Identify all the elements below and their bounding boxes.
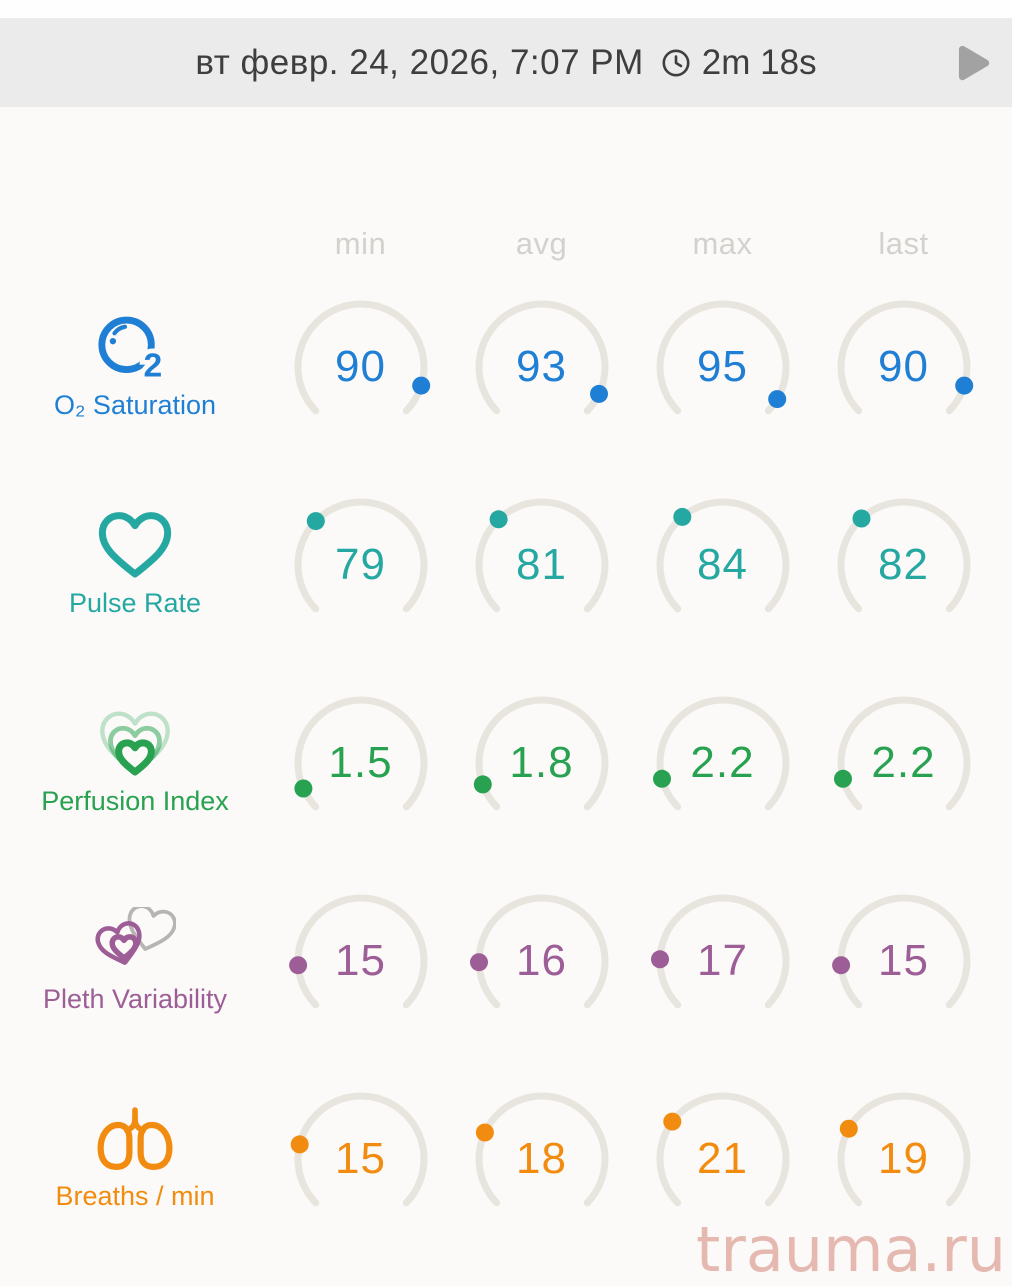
pulse-max-value: 84 — [697, 540, 748, 589]
breaths-min-gauge: 15 — [286, 1084, 436, 1234]
o2-avg-gauge: 93 — [467, 292, 617, 442]
col-header-last: last — [878, 226, 929, 261]
play-icon — [958, 45, 990, 80]
perfusion-avg-value: 1.8 — [509, 738, 574, 787]
o2-max-value: 95 — [697, 342, 748, 391]
row-perfusion-index: Perfusion Index 1.5 1.8 2.2 2.2 — [0, 664, 1012, 862]
pleth-avg-value: 16 — [516, 936, 567, 985]
perfusion-max-gauge: 2.2 — [648, 688, 798, 838]
row-breaths-per-min: Breaths / min 15 18 21 19 — [0, 1060, 1012, 1258]
col-header-min: min — [334, 226, 387, 261]
session-header-bar: вт февр. 24, 2026, 7:07 PM 2m 18s — [0, 18, 1012, 107]
pulse-avg-value: 81 — [516, 540, 567, 589]
play-button[interactable] — [946, 37, 998, 89]
svg-text:2: 2 — [144, 347, 163, 383]
col-header-max: max — [692, 226, 753, 261]
o2-last-gauge: 90 — [829, 292, 979, 442]
lungs-icon — [97, 1107, 173, 1170]
metric-label-perfusion: Perfusion Index — [41, 786, 229, 816]
heart-icon — [98, 512, 172, 578]
metric-label-o2: O₂ Saturation — [53, 390, 217, 420]
breaths-min-value: 15 — [335, 1134, 386, 1183]
pleth-last-gauge: 15 — [829, 886, 979, 1036]
breaths-avg-gauge: 18 — [467, 1084, 617, 1234]
pleth-last-value: 15 — [878, 936, 929, 985]
breaths-max-gauge: 21 — [648, 1084, 798, 1234]
pleth-max-gauge: 17 — [648, 886, 798, 1036]
breaths-last-value: 19 — [878, 1134, 929, 1183]
metric-label-pulse: Pulse Rate — [68, 588, 202, 618]
col-header-avg: avg — [515, 226, 568, 261]
breaths-max-value: 21 — [697, 1134, 748, 1183]
o2-min-value: 90 — [335, 342, 386, 391]
metric-label-breaths: Breaths / min — [55, 1181, 215, 1211]
o2-icon: 2 — [98, 316, 167, 383]
status-strip — [0, 0, 1012, 18]
breaths-last-gauge: 19 — [829, 1084, 979, 1234]
pulse-last-gauge: 82 — [829, 490, 979, 640]
row-pleth-variability: Pleth Variability 15 16 17 15 — [0, 862, 1012, 1060]
o2-max-gauge: 95 — [648, 292, 798, 442]
pulse-last-value: 82 — [878, 540, 929, 589]
stat-columns-header: min avg max last — [0, 220, 1012, 268]
breaths-avg-value: 18 — [516, 1134, 567, 1183]
pleth-max-value: 17 — [697, 936, 748, 985]
pleth-hearts-icon — [95, 907, 176, 965]
clock-icon — [662, 49, 690, 76]
pulse-min-value: 79 — [335, 540, 386, 589]
pleth-min-value: 15 — [335, 936, 386, 985]
session-duration: 2m 18s — [701, 42, 817, 82]
pleth-avg-gauge: 16 — [467, 886, 617, 1036]
perfusion-last-value: 2.2 — [871, 738, 936, 787]
perfusion-min-gauge: 1.5 — [286, 688, 436, 838]
pulse-min-gauge: 79 — [286, 490, 436, 640]
perfusion-max-value: 2.2 — [690, 738, 755, 787]
pulse-max-gauge: 84 — [648, 490, 798, 640]
perfusion-last-gauge: 2.2 — [829, 688, 979, 838]
perfusion-min-value: 1.5 — [328, 738, 393, 787]
o2-last-value: 90 — [878, 342, 929, 391]
perfusion-avg-gauge: 1.8 — [467, 688, 617, 838]
pulse-avg-gauge: 81 — [467, 490, 617, 640]
row-o2-saturation: 2 O₂ Saturation 90 93 95 90 — [0, 268, 1012, 466]
o2-min-gauge: 90 — [286, 292, 436, 442]
o2-avg-value: 93 — [516, 342, 567, 391]
perfusion-hearts-icon — [100, 711, 170, 776]
pleth-min-gauge: 15 — [286, 886, 436, 1036]
session-datetime: вт февр. 24, 2026, 7:07 PM — [195, 42, 644, 82]
row-pulse-rate: Pulse Rate 79 81 84 82 — [0, 466, 1012, 664]
metric-label-pleth: Pleth Variability — [42, 984, 228, 1014]
